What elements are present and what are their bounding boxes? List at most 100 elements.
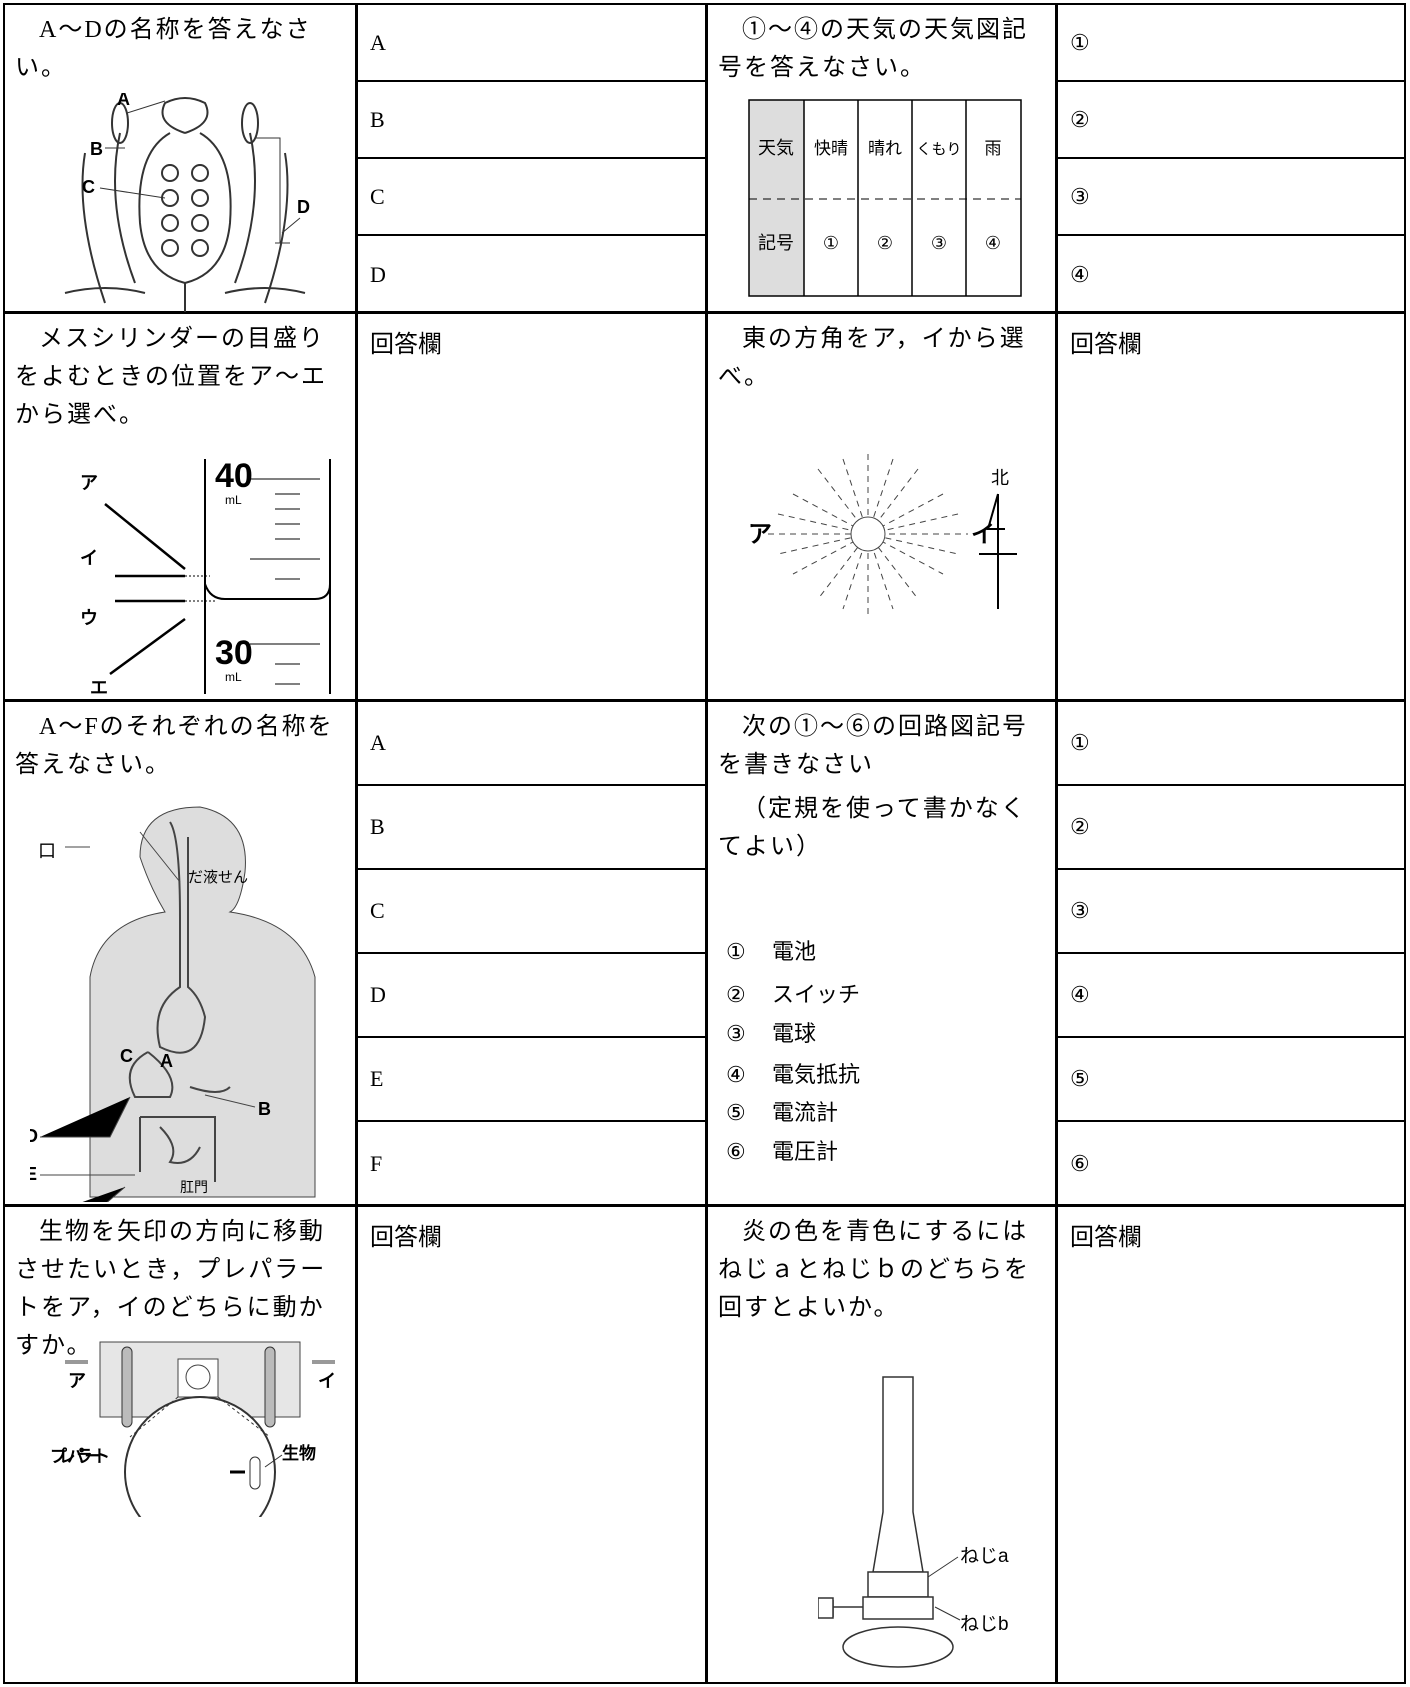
direction-label: ア: [68, 1371, 86, 1391]
figure-label: D: [30, 1126, 38, 1146]
figure-label: 肛門: [180, 1179, 208, 1195]
table-header: 記号: [758, 233, 794, 253]
item-name: 電池: [772, 939, 817, 964]
burner-figure: ねじa ねじb: [818, 1376, 1009, 1668]
direction-label: イ: [971, 521, 995, 548]
answer-cell: 回答欄: [1056, 1205, 1406, 1684]
question: 生物を矢印の方向に移動させたいとき，プレパラートをア，イのどちらに動かすか。: [15, 1219, 327, 1359]
figure-label: ウ: [80, 608, 98, 628]
cylinder-figure: 40 mL 30 mL ア イ ウ エ: [80, 459, 331, 694]
figure-label: ア: [80, 473, 98, 493]
answer-label: 回答欄: [1070, 1225, 1142, 1251]
screw-label: ねじb: [960, 1614, 1009, 1635]
slide-figure: ア イ プレパラート 生物: [50, 1341, 336, 1517]
item: ④ 電気抵抗: [726, 1057, 860, 1089]
weather-name: くもり: [916, 141, 961, 158]
symbol: ①: [823, 233, 839, 253]
question: 東の方角をア，イから選べ。: [718, 326, 1026, 390]
question-cell: 次の①～⑥の回路図記号を書きなさい （定規を使って書かなくてよい） ① 電池 ② ス…: [706, 700, 1057, 1206]
answer-line: ⑤: [1058, 1038, 1404, 1122]
answer-line: ⑥: [1070, 1151, 1090, 1176]
answer-line: D: [370, 261, 386, 287]
question: メスシリンダーの目盛りをよむときの位置をア～エから選べ。: [15, 326, 327, 428]
question: 炎の色を青色にするにはねじａとねじｂのどちらを回すとよいか。: [718, 1219, 1030, 1321]
figure-label: 口: [38, 841, 56, 861]
weather-name: 晴れ: [868, 139, 902, 158]
answer-line: ②: [1058, 786, 1404, 870]
figure-label: D: [297, 197, 310, 217]
figure-label: A: [117, 93, 130, 109]
item: ⑤ 電流計: [726, 1095, 838, 1127]
figure-label: エ: [90, 678, 108, 694]
answer-line: C: [358, 870, 705, 954]
item-name: 電球: [772, 1021, 817, 1046]
question-cell: メスシリンダーの目盛りをよむときの位置をア～エから選べ。 40 mL 30 mL…: [3, 312, 357, 701]
answer-line: ③: [1058, 159, 1404, 236]
answer-cell: A B C D E F: [356, 700, 707, 1206]
compass-figure: ア イ 北: [748, 454, 1017, 614]
answer-line: C: [358, 159, 705, 236]
item-number: ③: [726, 1021, 746, 1046]
weather-name: 雨: [985, 139, 1002, 158]
symbol: ③: [931, 233, 947, 253]
answer-line: B: [358, 786, 705, 870]
question: ①～④の天気の天気図記号を答えなさい。: [718, 17, 1028, 81]
item-name: 電圧計: [772, 1139, 839, 1164]
answer-line: A: [358, 702, 705, 786]
figure-label: A: [160, 1051, 173, 1071]
figure-label: B: [90, 139, 103, 159]
question: A～Fのそれぞれの名称を答えなさい。: [15, 714, 334, 778]
figure-label: E: [30, 1164, 37, 1184]
organism-label: 生物: [282, 1443, 316, 1463]
answer-line: ①: [1058, 702, 1404, 786]
answer-label: 回答欄: [370, 1225, 442, 1251]
answer-line: D: [358, 954, 705, 1038]
screw-label: ねじa: [960, 1546, 1009, 1567]
item: ① 電池: [726, 934, 816, 966]
question-cell: ①～④の天気の天気図記号を答えなさい。 天気 記号 快晴 晴れ くもり 雨 ① …: [706, 3, 1057, 313]
answer-line: B: [358, 82, 705, 159]
figure-label: イ: [80, 548, 98, 568]
item: ② スイッチ: [726, 977, 860, 1009]
question: A～Dの名称を答えなさい。: [15, 17, 312, 81]
question-cell: A～Fのそれぞれの名称を答えなさい。 口 だ液せん A B C D E F 肛門: [3, 700, 357, 1206]
item-number: ①: [726, 939, 746, 964]
figure-label: C: [82, 177, 95, 197]
item-name: 電気抵抗: [772, 1062, 861, 1087]
answer-cell: 回答欄: [356, 1205, 707, 1684]
digestive-figure: 口 だ液せん A B C D E F 肛門: [30, 806, 316, 1202]
symbol: ②: [877, 233, 893, 253]
answer-cell: 回答欄: [356, 312, 707, 701]
item-number: ④: [726, 1062, 746, 1087]
direction-label: ア: [748, 521, 772, 548]
note: （定規を使って書かなくてよい）: [718, 796, 1027, 860]
answer-line: F: [370, 1151, 383, 1176]
direction-label: イ: [318, 1371, 336, 1391]
item-number: ⑤: [726, 1100, 746, 1125]
answer-cell: 回答欄: [1056, 312, 1406, 701]
answer-cell: ① ② ③ ④ ⑤ ⑥: [1056, 700, 1406, 1206]
answer-line: ④: [1070, 261, 1090, 287]
item-number: ②: [726, 982, 746, 1007]
north-label: 北: [991, 468, 1009, 488]
weather-name: 快晴: [814, 139, 848, 158]
question-cell: 生物を矢印の方向に移動させたいとき，プレパラートをア，イのどちらに動かすか。 ア…: [3, 1205, 357, 1684]
answer-line: ②: [1058, 82, 1404, 159]
question-cell: 炎の色を青色にするにはねじａとねじｂのどちらを回すとよいか。 ねじa ねじb: [706, 1205, 1057, 1684]
weather-table-figure: 天気 記号 快晴 晴れ くもり 雨 ① ② ③ ④: [748, 99, 1022, 297]
item: ⑥ 電圧計: [726, 1134, 838, 1166]
answer-label: 回答欄: [1070, 332, 1142, 358]
item-name: スイッチ: [772, 982, 861, 1007]
symbol: ④: [985, 233, 1001, 253]
scale-label: 40: [215, 459, 253, 495]
answer-cell: A B C D: [356, 3, 707, 313]
scale-label: 30: [215, 634, 253, 672]
answer-line: ①: [1058, 5, 1404, 82]
table-header: 天気: [758, 138, 794, 158]
question-cell: 東の方角をア，イから選べ。 ア イ 北: [706, 312, 1057, 701]
item-number: ⑥: [726, 1139, 746, 1164]
answer-line: E: [358, 1038, 705, 1122]
scale-unit: mL: [225, 670, 242, 684]
flower-figure: A B C D: [64, 93, 310, 313]
